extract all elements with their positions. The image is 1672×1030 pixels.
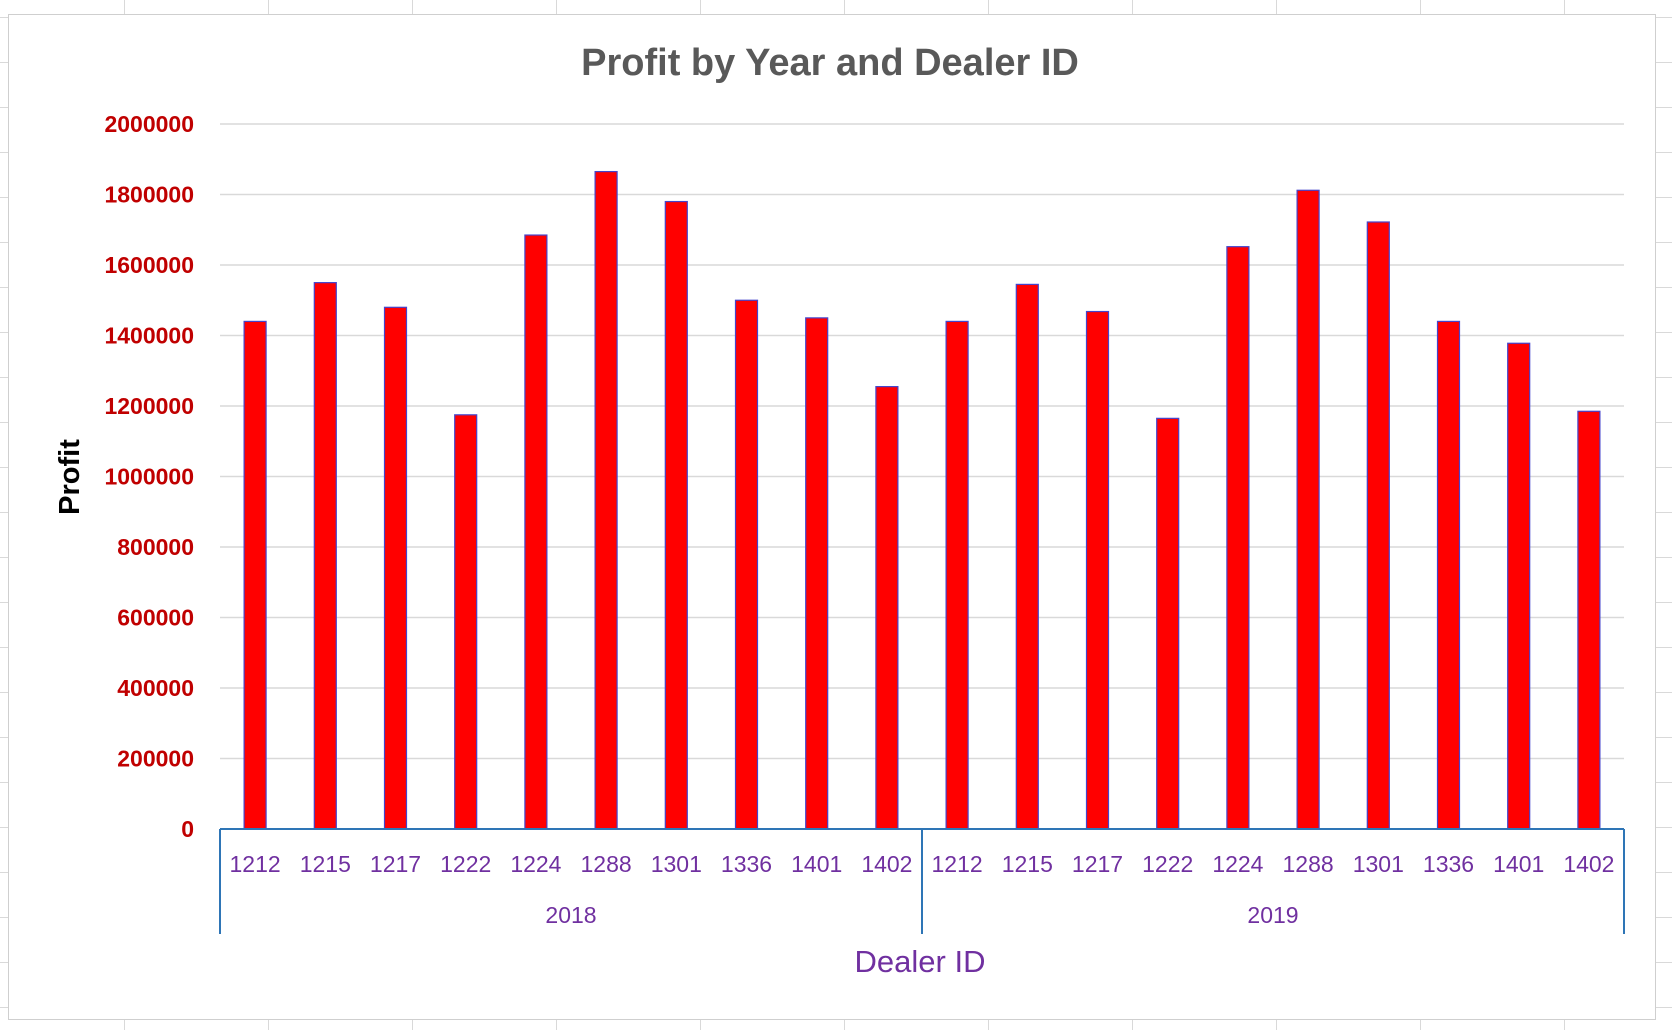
- x-tick-label: 1301: [1353, 851, 1404, 877]
- y-tick-label: 600000: [117, 605, 194, 631]
- gridlines: [220, 123, 1624, 760]
- x-tick-labels: 1212 1215 1217 1222 1224 1288 1301 1336 1401 1402…: [230, 851, 1615, 928]
- x-tick-label: 1212: [932, 851, 983, 877]
- x-tick-label: 1301: [651, 851, 702, 877]
- x-tick-label: 1215: [300, 851, 351, 877]
- y-tick-label: 800000: [117, 534, 194, 560]
- bar: [383, 306, 408, 830]
- bar: [1015, 283, 1039, 830]
- x-tick-label: 1288: [1283, 851, 1334, 877]
- x-group-label: 2019: [1247, 902, 1298, 928]
- x-axis-title: Dealer ID: [855, 944, 986, 979]
- bar: [945, 320, 969, 830]
- y-tick-label: 1400000: [104, 323, 194, 349]
- y-tick-label: 1000000: [104, 464, 194, 490]
- bar: [454, 414, 478, 830]
- x-tick-label: 1336: [1423, 851, 1474, 877]
- bar: [1296, 189, 1320, 830]
- bar: [1085, 310, 1110, 830]
- y-tick-label: 2000000: [104, 111, 194, 137]
- bar: [313, 282, 337, 830]
- bar: [1156, 417, 1180, 830]
- x-tick-label: 1401: [791, 851, 842, 877]
- y-axis-title: Profit: [54, 439, 86, 515]
- x-tick-label: 1222: [1142, 851, 1193, 877]
- bar: [875, 386, 899, 830]
- bar: [1366, 221, 1390, 830]
- bar: [664, 200, 688, 830]
- bar: [805, 317, 829, 830]
- bars: [243, 170, 1601, 830]
- x-tick-label: 1336: [721, 851, 772, 877]
- bar: [734, 299, 759, 830]
- bar: [1577, 410, 1601, 830]
- x-tick-label: 1217: [370, 851, 421, 877]
- x-tick-label: 1401: [1493, 851, 1544, 877]
- bar: [1507, 342, 1531, 830]
- x-tick-label: 1222: [440, 851, 491, 877]
- y-tick-labels: 0 200000 400000 600000 800000 1000000 1200000 1…: [104, 111, 194, 842]
- x-tick-label: 1288: [581, 851, 632, 877]
- bar: [1226, 246, 1250, 830]
- x-tick-label: 1217: [1072, 851, 1123, 877]
- x-tick-label: 1212: [230, 851, 281, 877]
- x-tick-label: 1402: [1563, 851, 1614, 877]
- axes: [219, 828, 1625, 934]
- y-tick-label: 1800000: [104, 182, 194, 208]
- x-tick-label: 1402: [861, 851, 912, 877]
- bar: [524, 234, 548, 830]
- y-tick-label: 1600000: [104, 252, 194, 278]
- y-tick-label: 400000: [117, 675, 194, 701]
- y-tick-label: 1200000: [104, 393, 194, 419]
- x-tick-label: 1224: [1212, 851, 1263, 877]
- x-tick-label: 1215: [1002, 851, 1053, 877]
- y-tick-label: 0: [181, 816, 194, 842]
- bar: [243, 320, 267, 830]
- bar: [594, 170, 618, 830]
- chart-title: Profit by Year and Dealer ID: [581, 42, 1079, 84]
- bar: [1436, 320, 1461, 830]
- x-group-label: 2018: [545, 902, 596, 928]
- x-tick-label: 1224: [510, 851, 561, 877]
- y-tick-label: 200000: [117, 746, 194, 772]
